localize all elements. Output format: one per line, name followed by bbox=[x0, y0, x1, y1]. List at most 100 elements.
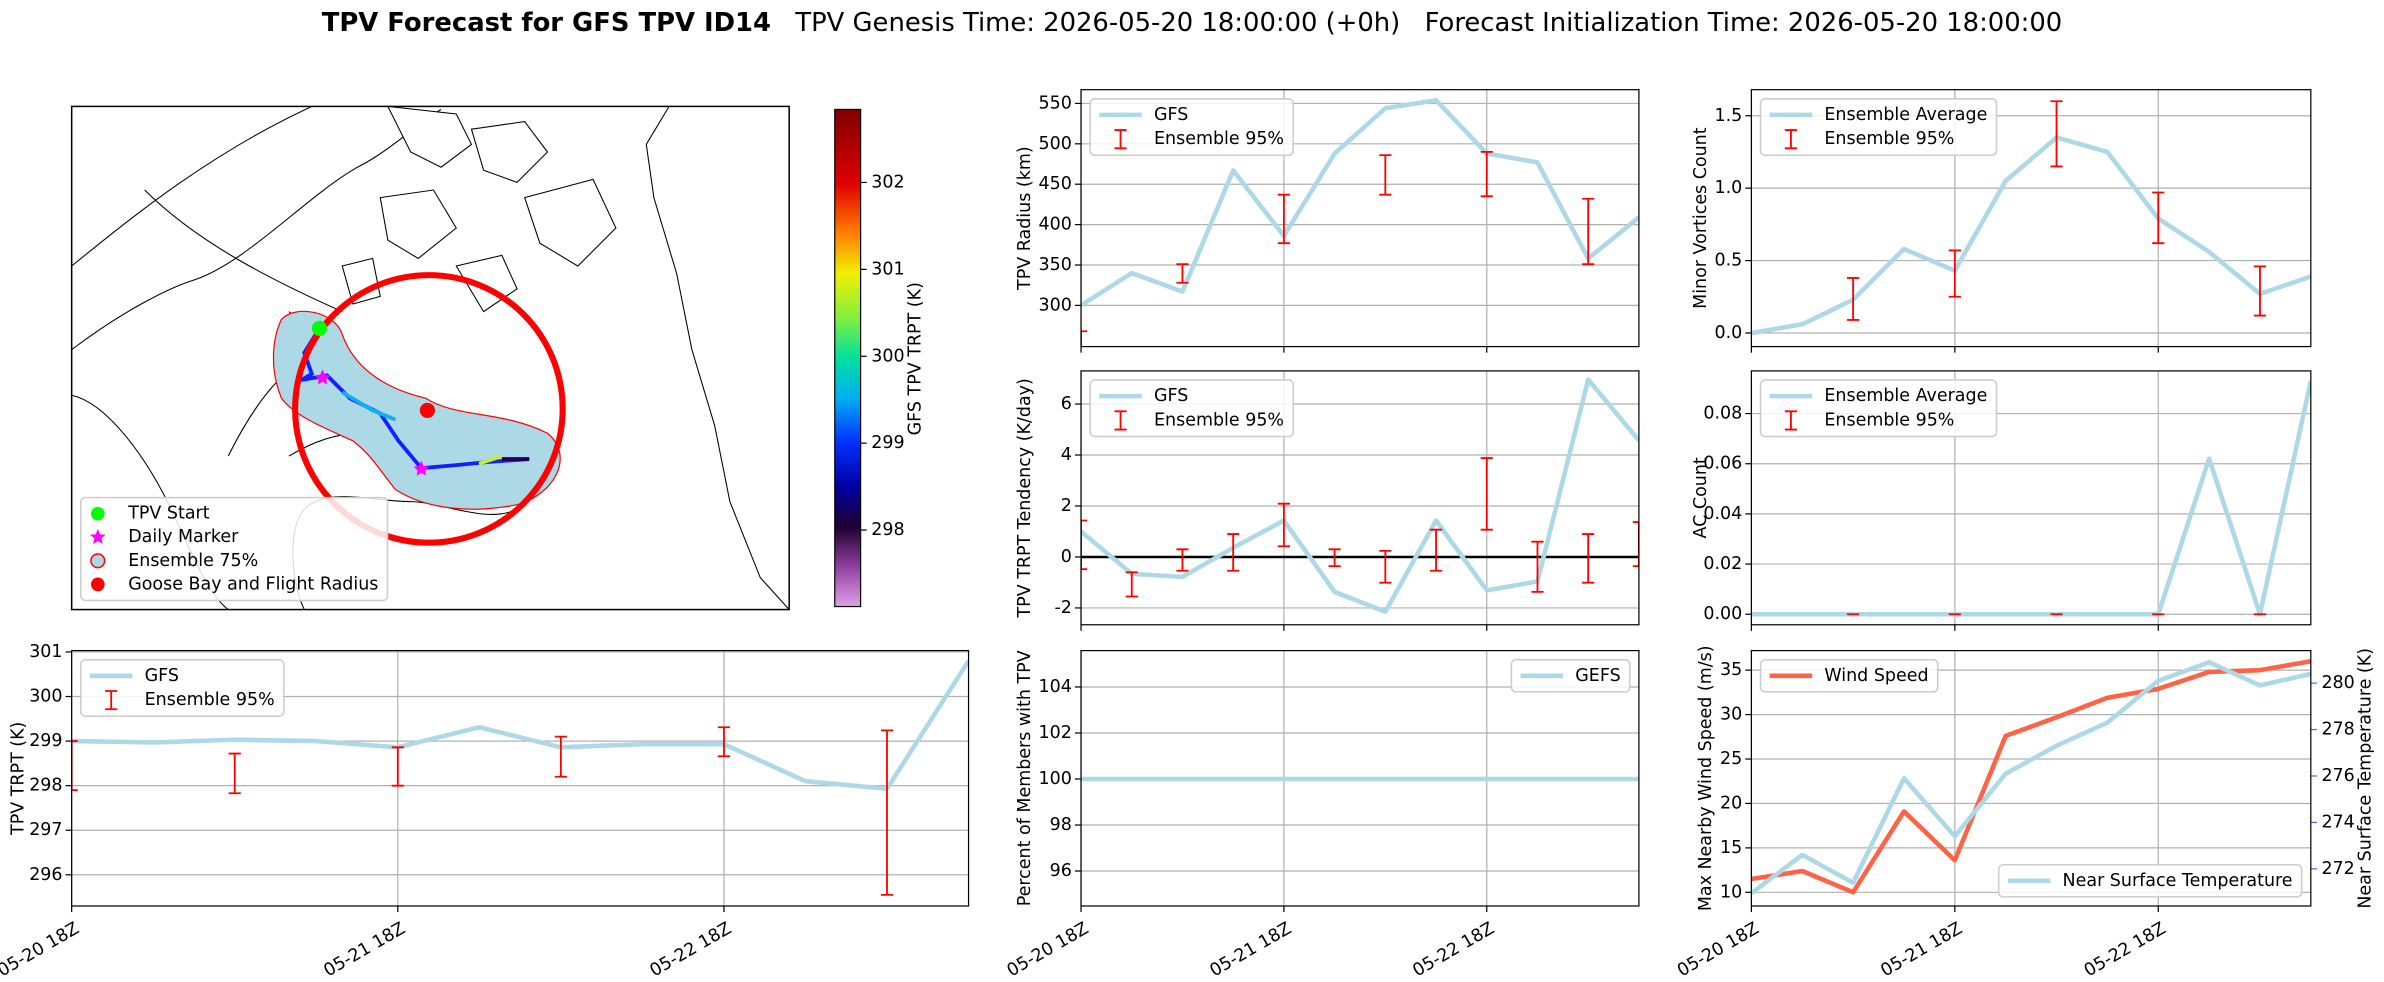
y-tick-label: 0.00 bbox=[1703, 604, 1742, 624]
x-tick-label: 05-22 18Z bbox=[647, 919, 735, 982]
colorbar-tick-label: 302 bbox=[871, 172, 904, 192]
x-tick-label: 05-20 18Z bbox=[0, 919, 83, 982]
error-bar bbox=[1379, 154, 1392, 196]
error-bar bbox=[1429, 528, 1443, 572]
x-tick-label: 05-20 18Z bbox=[1004, 919, 1092, 982]
tpv-start bbox=[311, 320, 328, 336]
legend-swatch bbox=[90, 553, 106, 569]
error-bar bbox=[1176, 263, 1189, 284]
colorbar-tick-label: 299 bbox=[871, 433, 904, 453]
legend-frame bbox=[1759, 379, 1998, 438]
axes-frame bbox=[1750, 89, 2312, 348]
flight-radius bbox=[292, 272, 566, 546]
island bbox=[470, 121, 549, 184]
legend-frame bbox=[80, 496, 389, 602]
y-axis-label: Minor Vortices Count bbox=[1691, 127, 1711, 309]
y-tick-label: 2 bbox=[1061, 496, 1072, 516]
daily-marker bbox=[413, 460, 429, 476]
axes-frame bbox=[1080, 650, 1640, 907]
y-axis-label: TPV Radius (km) bbox=[1015, 146, 1035, 291]
title-genesis: TPV Genesis Time: 2026-05-20 18:00:00 (+… bbox=[794, 7, 1400, 37]
y-tick-label: 0 bbox=[1061, 547, 1072, 567]
legend-label: Ensemble 95% bbox=[145, 690, 275, 710]
island bbox=[387, 106, 473, 168]
y-tick-label: 299 bbox=[29, 731, 62, 751]
colorbar-tick-label: 300 bbox=[871, 346, 904, 366]
y-tick-label: 0.04 bbox=[1703, 504, 1742, 524]
error-bar bbox=[228, 752, 241, 795]
island bbox=[523, 178, 617, 267]
y-tick-label: 35 bbox=[1720, 660, 1742, 680]
axes-frame bbox=[1750, 370, 2312, 626]
legend: GFS Ensemble 95% bbox=[80, 658, 285, 717]
error-bar bbox=[880, 729, 894, 896]
y2-axis-label: Near Surface Temperature (K) bbox=[2356, 648, 2376, 909]
legend-label: GFS bbox=[1154, 386, 1188, 406]
figure-title: TPV Forecast for GFS TPV ID14 TPV Genesis… bbox=[322, 7, 2062, 37]
error-bar bbox=[1948, 249, 1961, 298]
goose-bay bbox=[419, 402, 435, 419]
legend-swatch bbox=[1114, 410, 1127, 431]
series-line bbox=[1751, 135, 2311, 336]
error-bar bbox=[2050, 100, 2063, 168]
legend-label: Ensemble Average bbox=[1824, 386, 1987, 406]
error-bar bbox=[1081, 330, 1088, 347]
axes-frame bbox=[1080, 89, 1640, 348]
y-tick-label: 6 bbox=[1061, 394, 1072, 414]
legend-swatch bbox=[90, 506, 105, 521]
x-tick-label: 05-20 18Z bbox=[1674, 919, 1762, 982]
y-tick-label: 30 bbox=[1720, 705, 1742, 725]
legend-swatch bbox=[1784, 410, 1798, 431]
axes-frame bbox=[1750, 650, 2312, 907]
legend-label: Ensemble 95% bbox=[1824, 410, 1954, 430]
error-bar bbox=[2152, 191, 2165, 245]
error-bar bbox=[1582, 197, 1595, 266]
panel: 0.00 0.02 0.04 0.06 0.08 AC Count Ensemble Ave… bbox=[1691, 370, 2312, 631]
y-axis-label: Max Nearby Wind Speed (m/s) bbox=[1696, 645, 1716, 911]
y-tick-label: 500 bbox=[1039, 134, 1072, 154]
legend-label: Wind Speed bbox=[1824, 666, 1928, 686]
colorbar-tick-label: 298 bbox=[871, 520, 904, 540]
x-tick-label: 05-21 18Z bbox=[320, 919, 408, 982]
y-axis-label: AC Count bbox=[1691, 457, 1711, 538]
y-tick-label: 400 bbox=[1039, 215, 1072, 235]
y-tick-label: 0.5 bbox=[1715, 251, 1743, 271]
legend: Near Surface Temperature bbox=[1997, 863, 2303, 898]
error-bar bbox=[2253, 265, 2267, 317]
legend: TPV Start Daily Marker Ensemble 75% Goose B… bbox=[80, 496, 389, 602]
legend-label: GFS bbox=[1154, 105, 1188, 125]
y-tick-label: -2 bbox=[1054, 598, 1071, 618]
y2-tick-label: 272 bbox=[2321, 859, 2354, 879]
y-axis-label: Percent of Members with TPV bbox=[1015, 650, 1035, 906]
legend-label: Near Surface Temperature bbox=[2063, 871, 2293, 891]
error-bar bbox=[1847, 277, 1860, 321]
greenland bbox=[645, 106, 790, 610]
island bbox=[379, 189, 457, 260]
error-bar bbox=[1176, 548, 1189, 572]
series-line bbox=[1751, 659, 2311, 895]
legend-label: Ensemble Average bbox=[1824, 105, 1987, 125]
y-tick-label: 450 bbox=[1039, 174, 1072, 194]
y-tick-label: 15 bbox=[1720, 838, 1742, 858]
axes-frame bbox=[71, 650, 970, 907]
legend-label: Ensemble 95% bbox=[1154, 129, 1284, 149]
legend-swatch bbox=[89, 528, 106, 544]
colorbar bbox=[834, 108, 862, 608]
legend-frame bbox=[1510, 658, 1631, 693]
error-bar bbox=[1582, 533, 1595, 584]
legend: Ensemble Average Ensemble 95% bbox=[1759, 98, 1998, 157]
legend-label: Ensemble 95% bbox=[1824, 129, 1954, 149]
error-bar bbox=[1277, 502, 1290, 548]
legend-swatch bbox=[105, 690, 118, 711]
legend-label: Ensemble 95% bbox=[1154, 410, 1284, 430]
error-bar bbox=[1328, 548, 1341, 568]
y-tick-label: 1.5 bbox=[1715, 106, 1743, 126]
series-line bbox=[71, 659, 969, 792]
legend-swatch bbox=[1114, 129, 1127, 150]
x-tick-label: 05-21 18Z bbox=[1878, 919, 1966, 982]
panel: 05-20 18Z 05-21 18Z 05-22 18Z 10 15 20 25 30 35 2… bbox=[1674, 645, 2375, 981]
error-bar bbox=[1531, 540, 1544, 593]
